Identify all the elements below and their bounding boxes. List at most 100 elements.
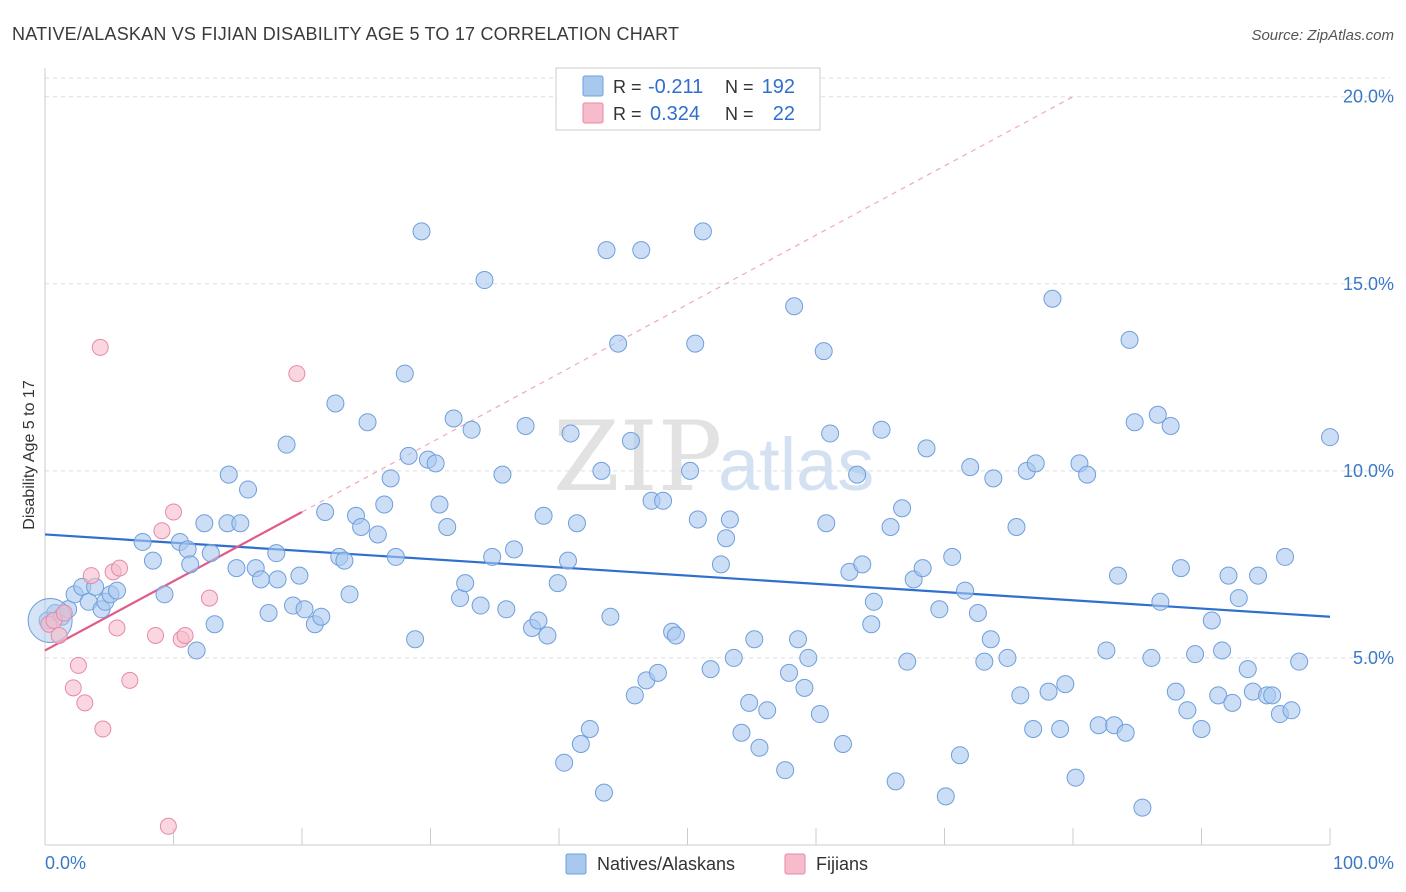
natives-point <box>571 734 590 753</box>
natives-point <box>251 570 270 589</box>
bottom-legend-label-fijians: Fijians <box>816 854 868 874</box>
natives-point <box>930 600 949 619</box>
natives-point <box>1229 589 1248 608</box>
natives-point <box>312 607 331 626</box>
fijians-point <box>76 694 94 712</box>
natives-point <box>219 465 238 484</box>
y-tick-label: 10.0% <box>1343 461 1394 481</box>
natives-point <box>143 551 162 570</box>
natives-point <box>1151 592 1170 611</box>
natives-point <box>529 611 548 630</box>
watermark: ZIP atlas <box>553 401 874 513</box>
natives-point <box>1108 566 1127 585</box>
natives-point <box>406 630 425 649</box>
natives-points <box>27 222 1339 817</box>
natives-point <box>326 394 345 413</box>
natives-point <box>1223 693 1242 712</box>
natives-point <box>1249 566 1268 585</box>
y-tick-label: 5.0% <box>1353 648 1394 668</box>
fijians-point <box>50 626 68 644</box>
legend-box: R = -0.211 N = 192 R = 0.324 N = 22 <box>555 67 821 131</box>
natives-point <box>597 241 616 260</box>
legend-r-value-natives: -0.211 <box>648 76 703 98</box>
natives-point <box>745 630 764 649</box>
source-label: Source: ZipAtlas.com <box>1251 27 1394 44</box>
natives-point <box>1142 648 1161 667</box>
natives-point <box>864 592 883 611</box>
natives-point <box>817 514 836 533</box>
natives-point <box>893 499 912 518</box>
natives-point <box>592 461 611 480</box>
natives-point <box>239 480 258 499</box>
natives-point <box>848 465 867 484</box>
y-tick-label: 15.0% <box>1343 274 1394 294</box>
natives-point <box>395 364 414 383</box>
natives-point <box>1202 611 1221 630</box>
natives-point <box>516 416 535 435</box>
natives-point <box>534 506 553 525</box>
bottom-legend-swatch-natives <box>565 853 587 875</box>
natives-point <box>898 652 917 671</box>
natives-point <box>1051 720 1070 739</box>
natives-point <box>1192 720 1211 739</box>
natives-point <box>833 734 852 753</box>
natives-point <box>950 746 969 765</box>
trend-lines <box>44 96 1331 652</box>
natives-point <box>268 570 287 589</box>
bottom-legend-label-natives: Natives/Alaskans <box>597 854 735 874</box>
natives-point <box>181 555 200 574</box>
natives-point <box>594 783 613 802</box>
natives-point <box>1039 682 1058 701</box>
natives-point <box>259 604 278 623</box>
fijians-point <box>153 522 171 540</box>
fijians-point <box>64 679 82 697</box>
natives-point <box>1282 701 1301 720</box>
natives-point <box>1026 454 1045 473</box>
natives-point <box>998 648 1017 667</box>
natives-point <box>412 222 431 241</box>
fijians-point <box>121 671 139 689</box>
legend-r-label-natives: R = <box>613 77 642 97</box>
natives-point <box>295 600 314 619</box>
natives-point <box>601 607 620 626</box>
natives-point <box>352 517 371 536</box>
natives-point <box>505 540 524 559</box>
natives-point <box>133 532 152 551</box>
natives-point <box>316 503 335 522</box>
fijians-point <box>288 365 306 383</box>
legend-n-label-natives: N = <box>725 77 754 97</box>
bottom-legend-swatch-fijians <box>784 853 806 875</box>
fijians-point <box>108 619 126 637</box>
natives-point <box>981 630 1000 649</box>
x-tick-label-max: 100.0% <box>1333 853 1394 873</box>
fijians-point <box>200 589 218 607</box>
fijians-point <box>176 626 194 644</box>
natives-point <box>1219 566 1238 585</box>
natives-point <box>475 271 494 290</box>
natives-point <box>621 431 640 450</box>
fijians-point <box>165 503 182 521</box>
natives-point <box>195 514 214 533</box>
natives-point <box>853 555 872 574</box>
natives-point <box>654 491 673 510</box>
axes: 0.0% 100.0% <box>44 68 1394 873</box>
legend-r-value-fijians: 0.324 <box>650 103 700 125</box>
natives-point <box>1148 405 1167 424</box>
grid: 5.0% 10.0% 15.0% 20.0% <box>45 77 1394 668</box>
natives-point <box>558 551 577 570</box>
fijians-point <box>69 656 87 674</box>
natives-point <box>740 693 759 712</box>
natives-point <box>780 663 799 682</box>
natives-point <box>975 652 994 671</box>
natives-point <box>430 495 449 514</box>
natives-point <box>984 469 1003 488</box>
natives-point <box>155 585 174 604</box>
natives-point <box>609 334 628 353</box>
natives-point <box>1161 416 1180 435</box>
natives-point <box>732 723 751 742</box>
natives-point <box>821 424 840 443</box>
watermark-zip: ZIP <box>553 401 722 513</box>
natives-point <box>538 626 557 645</box>
natives-point <box>681 461 700 480</box>
fijians-point <box>147 626 165 644</box>
